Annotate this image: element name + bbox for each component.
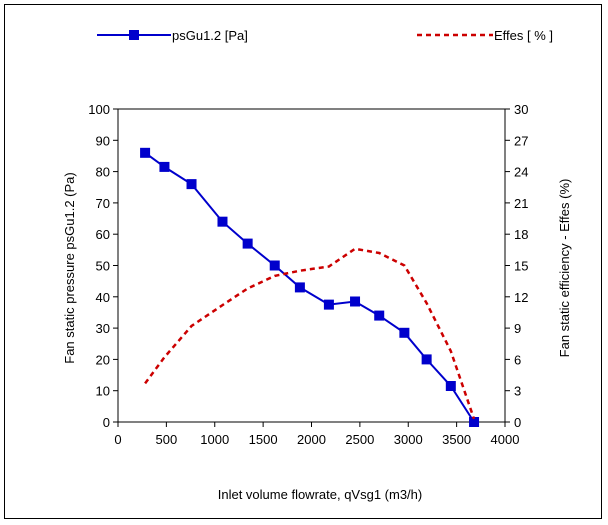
y-right-tick-label: 27 [514, 133, 528, 148]
y-left-tick-label: 80 [96, 165, 110, 180]
y-right-tick-label: 24 [514, 165, 528, 180]
y-right-tick-label: 3 [514, 384, 521, 399]
x-tick-label: 0 [114, 432, 121, 447]
y-left-tick-label: 0 [103, 415, 110, 430]
pressure-point [294, 282, 305, 293]
pressure-point [421, 354, 432, 365]
pressure-point [399, 327, 410, 338]
y-left-tick-label: 20 [96, 352, 110, 367]
y-left-tick-label: 40 [96, 290, 110, 305]
x-axis-label: Inlet volume flowrate, qVsg1 (m3/h) [218, 487, 422, 502]
pressure-point [140, 147, 151, 158]
line-chart: psGu1.2 [Pa] Effes [ % ] 0 500 1000 1500 200… [62, 28, 572, 502]
chart-frame: psGu1.2 [Pa] Effes [ % ] 0 500 1000 1500 200… [4, 4, 602, 519]
y-left-tick-label: 90 [96, 133, 110, 148]
x-tick-label: 1000 [200, 432, 229, 447]
y-axis-label-right: Fan static efficiency - Effes (%) [557, 179, 572, 358]
pressure-point [469, 417, 480, 427]
y-right-tick-label: 21 [514, 196, 528, 211]
pressure-point [374, 310, 385, 321]
legend-label-pressure: psGu1.2 [Pa] [172, 28, 248, 43]
pressure-point [159, 161, 170, 172]
plot-area-border [117, 108, 506, 423]
y-right-tick-label: 9 [514, 321, 521, 336]
pressure-point [350, 296, 361, 307]
efficiency-line [144, 247, 476, 420]
y-left-tick-label: 60 [96, 227, 110, 242]
x-tick-label: 2500 [345, 432, 374, 447]
axes: 0 500 1000 1500 2000 2500 3000 3500 400001020304… [88, 102, 528, 447]
y-right-tick-label: 0 [514, 415, 521, 430]
pressure-point [269, 260, 280, 271]
y-right-tick-label: 6 [514, 352, 521, 367]
pressure-point [186, 179, 197, 190]
pressure-point [217, 216, 228, 227]
y-axis-label-left: Fan static pressure psGu1.2 (Pa) [62, 172, 77, 363]
pressure-point [323, 299, 334, 310]
y-right-tick-label: 15 [514, 259, 528, 274]
y-left-tick-label: 30 [96, 321, 110, 336]
legend: psGu1.2 [Pa] Effes [ % ] [97, 28, 553, 43]
x-tick-label: 500 [156, 432, 178, 447]
x-tick-label: 1500 [249, 432, 278, 447]
pressure-point [242, 238, 253, 249]
x-tick-label: 3000 [394, 432, 423, 447]
y-left-tick-label: 10 [96, 384, 110, 399]
series-layer [140, 147, 480, 427]
legend-label-efficiency: Effes [ % ] [494, 28, 553, 43]
y-right-tick-label: 30 [514, 102, 528, 117]
x-tick-label: 4000 [491, 432, 520, 447]
legend-marker-pressure [129, 30, 139, 40]
y-right-tick-label: 18 [514, 227, 528, 242]
pressure-line [144, 151, 475, 423]
pressure-point [445, 381, 456, 392]
y-left-tick-label: 70 [96, 196, 110, 211]
x-tick-label: 2000 [297, 432, 326, 447]
y-left-tick-label: 50 [96, 259, 110, 274]
y-right-tick-label: 12 [514, 290, 528, 305]
x-tick-label: 3500 [442, 432, 471, 447]
y-left-tick-label: 100 [88, 102, 110, 117]
